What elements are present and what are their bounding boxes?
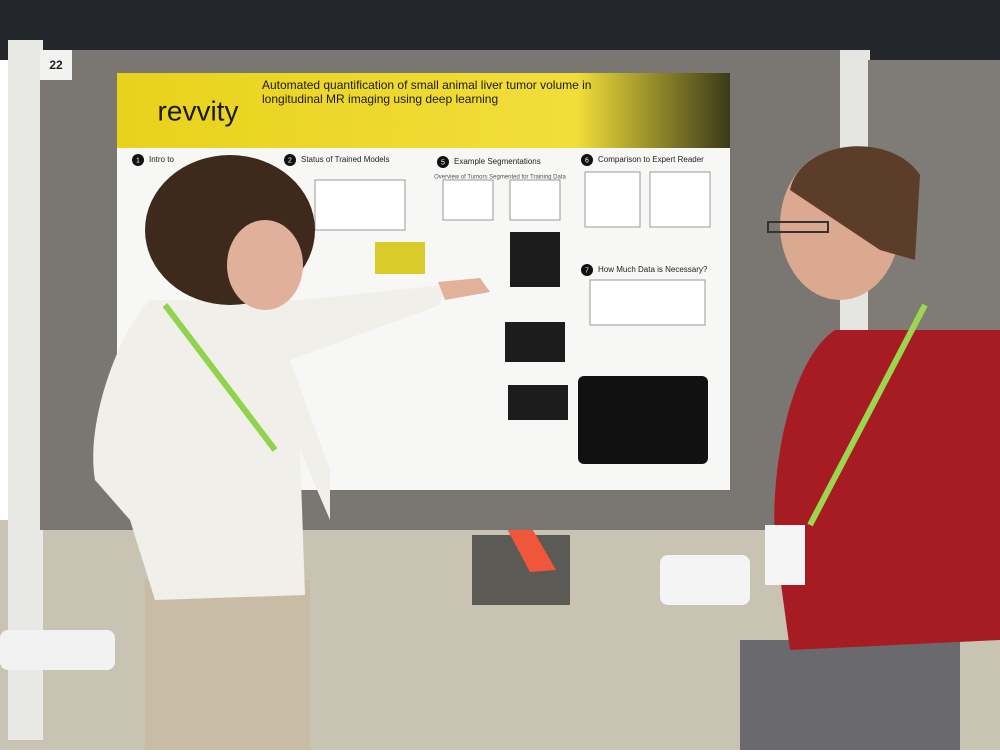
poster-logo: revvity bbox=[158, 95, 239, 126]
person-trousers bbox=[145, 580, 310, 750]
figure bbox=[442, 179, 494, 221]
figure bbox=[508, 385, 568, 420]
section-number: 1 bbox=[136, 157, 140, 164]
section-number: 2 bbox=[288, 157, 292, 164]
badge bbox=[765, 525, 805, 585]
section-number-badge bbox=[132, 154, 144, 166]
section-number-badge bbox=[284, 154, 296, 166]
poster-header bbox=[117, 73, 730, 148]
section-heading: Intro to bbox=[149, 155, 174, 164]
figure bbox=[510, 232, 560, 287]
poster-title-box: Automated quantification of small animal… bbox=[262, 78, 592, 106]
figure bbox=[589, 279, 706, 326]
section-number-badge bbox=[437, 156, 449, 168]
person-trousers bbox=[740, 640, 960, 750]
figure bbox=[649, 171, 711, 228]
booth-tag bbox=[40, 50, 72, 80]
poster-subheading: Overview of Tumors Segmented for Trainin… bbox=[434, 175, 566, 181]
section-heading: Example Segmentations bbox=[454, 157, 541, 166]
figure bbox=[509, 179, 561, 221]
glasses bbox=[767, 221, 829, 233]
section-heading: Status of Trained Models bbox=[301, 155, 390, 164]
chair bbox=[0, 630, 115, 670]
section-number: 7 bbox=[585, 267, 589, 274]
person-face bbox=[227, 220, 303, 310]
person-hair bbox=[790, 146, 920, 260]
conclusions-box bbox=[578, 376, 708, 464]
chair bbox=[660, 555, 750, 605]
figure bbox=[505, 322, 565, 362]
section-number-badge bbox=[581, 154, 593, 166]
person-sweater bbox=[774, 330, 1000, 650]
section-heading: Comparison to Expert Reader bbox=[598, 155, 704, 164]
booth-number: 22 bbox=[49, 58, 63, 72]
person-hand bbox=[438, 278, 490, 300]
floor-marker bbox=[505, 525, 556, 572]
section-number: 6 bbox=[585, 157, 589, 164]
lanyard bbox=[162, 303, 278, 452]
figure bbox=[584, 171, 641, 228]
section-number: 5 bbox=[441, 159, 445, 166]
section-heading: How Much Data is Necessary? bbox=[598, 265, 708, 274]
section-number-badge bbox=[581, 264, 593, 276]
figure bbox=[375, 242, 425, 274]
poster-title: Automated quantification of small animal… bbox=[262, 78, 592, 106]
figure bbox=[314, 179, 406, 231]
lanyard bbox=[807, 303, 928, 527]
board-frame bbox=[8, 40, 43, 740]
